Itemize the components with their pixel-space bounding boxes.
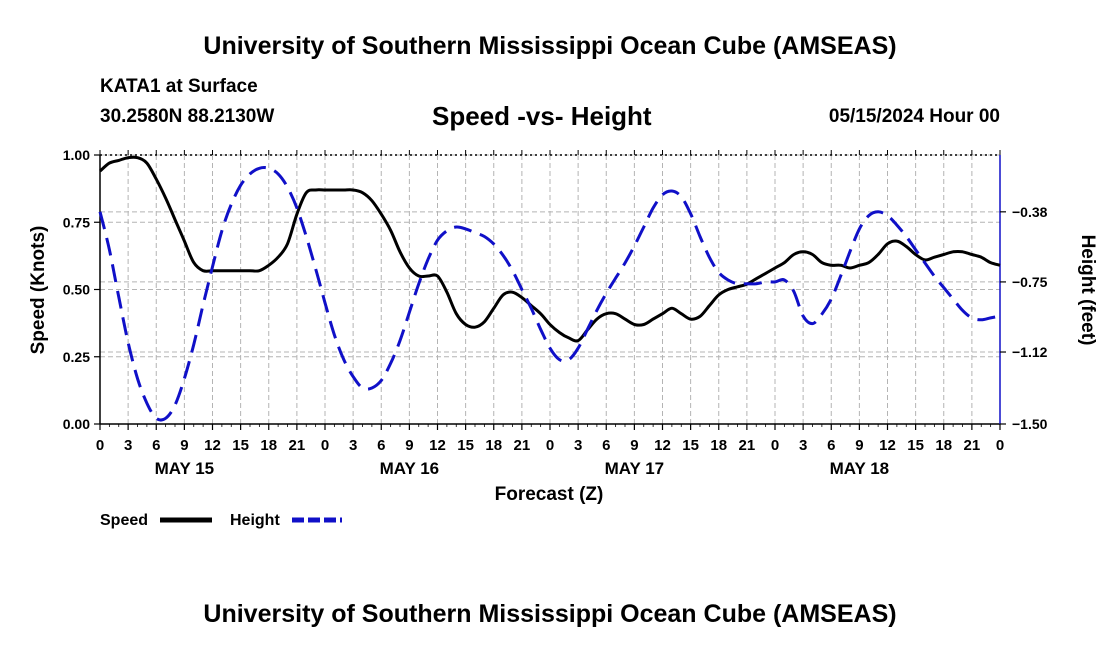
y-tick-label: 0.25 xyxy=(63,349,90,365)
series-line-height xyxy=(98,166,1001,422)
x-tick-label: 3 xyxy=(349,437,357,454)
x-tick-label: 9 xyxy=(630,437,638,454)
x-tick-label: 0 xyxy=(321,437,329,454)
x-tick-label: 15 xyxy=(232,437,249,454)
y2-tick-label: −1.12 xyxy=(1012,344,1048,360)
x-tick-label: 18 xyxy=(260,437,277,454)
x-tick-label: 3 xyxy=(574,437,582,454)
y-axis-title: Speed (Knots) xyxy=(28,226,49,355)
day-label: MAY 18 xyxy=(830,459,890,478)
x-tick-label: 0 xyxy=(96,437,104,454)
x-tick-label: 0 xyxy=(546,437,554,454)
station-label: KATA1 at Surface xyxy=(100,76,258,97)
x-tick-label: 21 xyxy=(964,437,981,454)
x-tick-label: 3 xyxy=(124,437,132,454)
x-tick-label: 15 xyxy=(457,437,474,454)
x-tick-label: 0 xyxy=(996,437,1004,454)
x-tick-label: 21 xyxy=(739,437,756,454)
chart-main-title: University of Southern Mississippi Ocean… xyxy=(203,32,897,60)
y2-axis-title: Height (feet) xyxy=(1077,235,1098,346)
legend-label-speed: Speed xyxy=(100,512,148,529)
forecast-datetime: 05/15/2024 Hour 00 xyxy=(828,106,1000,127)
x-tick-label: 9 xyxy=(405,437,413,454)
x-tick-label: 6 xyxy=(377,437,385,454)
x-tick-label: 21 xyxy=(514,437,531,454)
x-tick-label: 9 xyxy=(180,437,188,454)
y2-tick-label: −0.38 xyxy=(1012,204,1048,220)
x-tick-label: 18 xyxy=(935,437,952,454)
x-tick-label: 9 xyxy=(855,437,863,454)
y-tick-label: 0.50 xyxy=(63,282,90,298)
y-tick-label: 0.75 xyxy=(63,214,90,230)
x-tick-label: 6 xyxy=(602,437,610,454)
x-axis-title: Forecast (Z) xyxy=(495,484,604,505)
x-tick-label: 12 xyxy=(879,437,896,454)
x-tick-label: 3 xyxy=(799,437,807,454)
x-tick-label: 6 xyxy=(152,437,160,454)
y2-tick-label: −0.75 xyxy=(1012,274,1048,290)
x-tick-label: 0 xyxy=(771,437,779,454)
day-label: MAY 17 xyxy=(605,459,665,478)
series-line-speed xyxy=(99,155,1001,343)
chart-subtitle: Speed -vs- Height xyxy=(432,101,652,131)
day-label: MAY 16 xyxy=(380,459,440,478)
x-tick-label: 12 xyxy=(429,437,446,454)
chart-footer-title: University of Southern Mississippi Ocean… xyxy=(203,600,897,628)
legend-label-height: Height xyxy=(230,512,280,529)
x-tick-label: 15 xyxy=(907,437,924,454)
x-tick-label: 15 xyxy=(682,437,699,454)
x-tick-label: 12 xyxy=(204,437,221,454)
x-tick-label: 21 xyxy=(289,437,306,454)
y-tick-label: 1.00 xyxy=(63,147,90,163)
x-tick-label: 12 xyxy=(654,437,671,454)
station-coordinates: 30.2580N 88.2130W xyxy=(100,106,275,127)
y2-tick-label: −1.50 xyxy=(1012,416,1048,432)
x-tick-label: 18 xyxy=(710,437,727,454)
y-tick-label: 0.00 xyxy=(63,416,90,432)
x-tick-label: 6 xyxy=(827,437,835,454)
x-tick-label: 18 xyxy=(485,437,502,454)
day-label: MAY 15 xyxy=(155,459,215,478)
